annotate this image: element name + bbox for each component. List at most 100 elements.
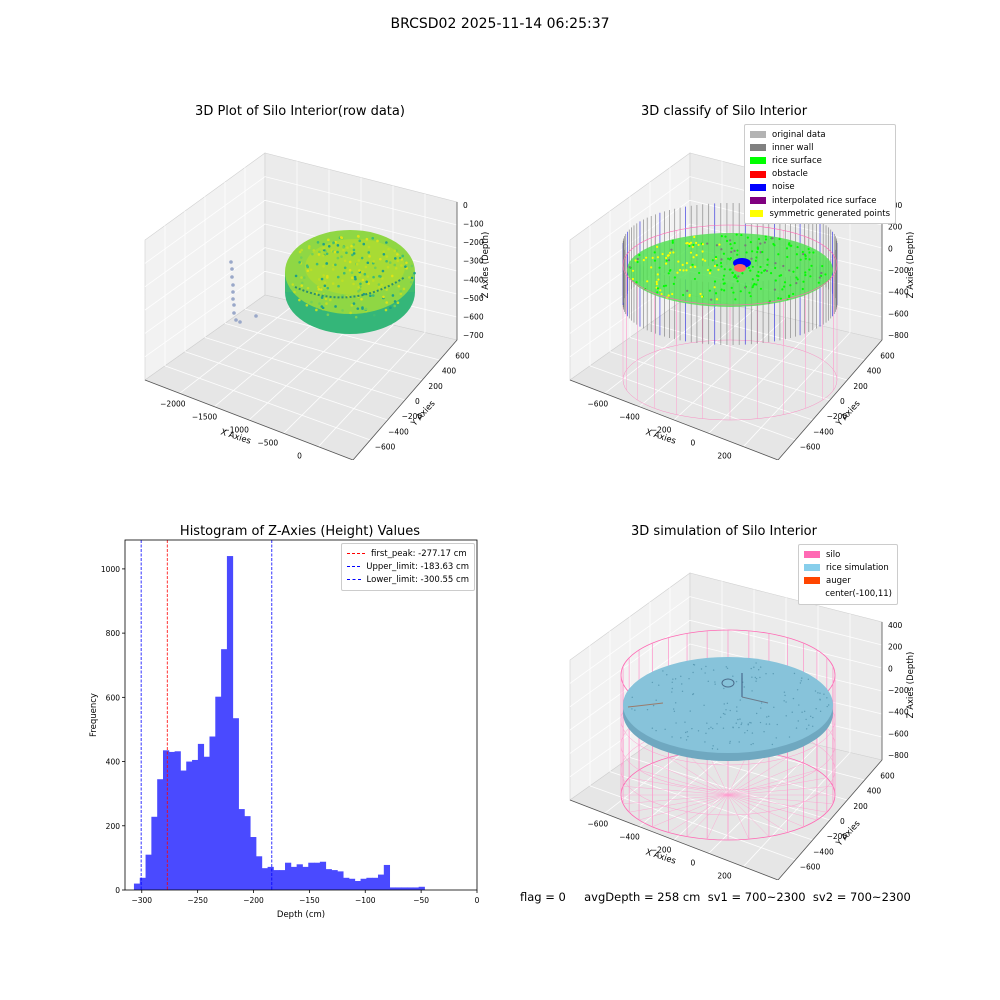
- surface-point: [651, 256, 654, 259]
- surface-point: [796, 245, 799, 249]
- surface-point: [792, 292, 795, 296]
- z-tick-label: −600: [463, 312, 484, 321]
- surface-point: [667, 254, 670, 257]
- simulation-point: [723, 687, 725, 690]
- data-point: [300, 281, 304, 285]
- data-point: [393, 249, 397, 253]
- figure-title: BRCSD02 2025-11-14 06:25:37: [390, 16, 610, 32]
- simulation-point: [714, 681, 716, 683]
- surface-point: [757, 237, 761, 241]
- surface-point: [764, 268, 767, 272]
- x-tick-label: −600: [588, 820, 609, 829]
- surface-point: [719, 261, 723, 265]
- data-point: [316, 285, 320, 289]
- simulation-point: [797, 720, 799, 722]
- simulation-point: [646, 708, 649, 711]
- data-point: [385, 288, 388, 291]
- data-point: [388, 261, 392, 264]
- gridline: [318, 193, 426, 447]
- legend-item: first_peak: -277.17 cm: [347, 547, 469, 560]
- surface-point: [755, 283, 758, 286]
- histogram-bar: [192, 759, 199, 890]
- x-tick-label: −400: [619, 413, 640, 422]
- data-point: [254, 314, 258, 318]
- surface-point: [700, 295, 704, 298]
- surface-point: [723, 289, 726, 292]
- simulation-point: [751, 732, 754, 734]
- legend-label: rice surface: [772, 155, 822, 166]
- surface-point: [720, 265, 723, 268]
- surface-point: [731, 271, 734, 274]
- surface-point: [673, 276, 676, 279]
- surface-point: [661, 252, 664, 256]
- data-point: [293, 290, 296, 294]
- surface-point: [713, 286, 716, 289]
- surface-point: [692, 256, 695, 259]
- z-tick-label: −200: [888, 686, 909, 695]
- legend-item: rice surface: [750, 154, 890, 167]
- surface-point: [737, 275, 740, 278]
- rice-simulation-surface: [623, 657, 833, 753]
- simulation-point: [652, 704, 655, 707]
- simulation-point: [726, 667, 729, 669]
- data-point: [322, 242, 325, 246]
- surface-point: [730, 247, 733, 250]
- data-point: [305, 303, 309, 307]
- surface-point: [646, 280, 649, 283]
- surface-point: [665, 259, 668, 262]
- surface-point: [667, 259, 671, 262]
- silo-wire: [629, 777, 729, 796]
- legend-item: noise: [750, 181, 890, 194]
- surface-point: [783, 281, 787, 284]
- data-point: [315, 292, 318, 295]
- simulation-point: [684, 721, 686, 723]
- legend-label: first_peak: -277.17 cm: [371, 548, 467, 559]
- surface-point: [730, 286, 733, 289]
- x-tick-label: −1500: [192, 413, 218, 422]
- surface-point: [720, 235, 723, 238]
- simulation-point: [811, 725, 814, 728]
- legend-label: silo: [826, 549, 841, 560]
- simulation-point: [732, 726, 734, 728]
- surface-point: [693, 277, 697, 281]
- surface-point: [824, 273, 827, 276]
- surface-point: [713, 280, 717, 283]
- surface-point: [774, 266, 777, 270]
- simulation-legend: silo rice simulation auger center(-100,11): [798, 544, 898, 605]
- data-point: [372, 260, 376, 263]
- simulation-point: [706, 722, 708, 724]
- simulation-point: [805, 728, 808, 730]
- data-point: [413, 271, 416, 275]
- surface-point: [655, 245, 659, 249]
- simulation-point: [700, 668, 703, 670]
- legend-item: interpolated rice surface: [750, 194, 890, 207]
- data-point: [316, 241, 320, 244]
- surface-point: [714, 256, 718, 259]
- surface-point: [672, 251, 675, 254]
- legend-item: symmetric generated points: [750, 207, 890, 220]
- simulation-point: [704, 741, 706, 743]
- x-tick-label: 200: [717, 872, 732, 881]
- data-point: [356, 234, 360, 238]
- surface-point: [713, 264, 717, 268]
- surface-point: [672, 282, 675, 285]
- data-point: [302, 276, 306, 279]
- simulation-point: [681, 690, 684, 693]
- surface-point: [723, 268, 726, 271]
- y-tick-label: 200: [106, 822, 121, 831]
- y-axis-line: [777, 759, 883, 880]
- simulation-point: [750, 743, 752, 746]
- data-point: [410, 264, 414, 268]
- x-tick-label: −150: [299, 896, 320, 905]
- surface-point: [746, 236, 749, 239]
- surface-point: [799, 258, 802, 261]
- surface-point: [717, 268, 720, 271]
- simulation-point: [704, 672, 706, 674]
- surface-point: [727, 257, 730, 260]
- x-tick-label: 0: [690, 439, 695, 448]
- gridline: [244, 308, 440, 361]
- simulation-point: [651, 727, 654, 729]
- histogram-bar: [215, 696, 222, 890]
- x-tick-label: −600: [588, 400, 609, 409]
- surface-point: [708, 272, 712, 275]
